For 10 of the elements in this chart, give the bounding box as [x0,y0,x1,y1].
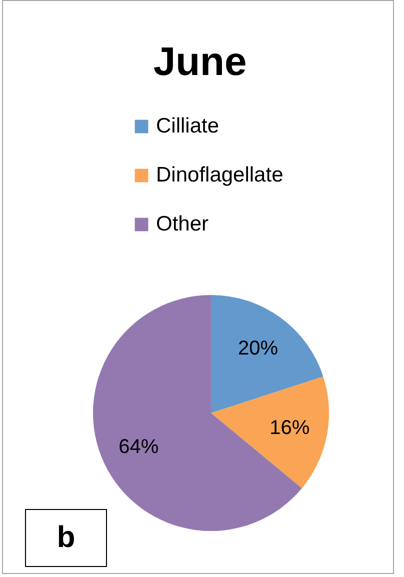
text: b [25,509,107,567]
pie-slice [211,376,329,488]
legend-label: Cilliate [156,114,220,138]
pie-slice [211,295,324,413]
chart-title: June [153,40,247,84]
data-label: 20% [238,337,278,360]
legend-label: Dinoflagellate [156,164,284,186]
legend-label: Other [156,212,209,236]
data-label: 64% [118,436,159,458]
data-label: 16% [270,416,310,439]
